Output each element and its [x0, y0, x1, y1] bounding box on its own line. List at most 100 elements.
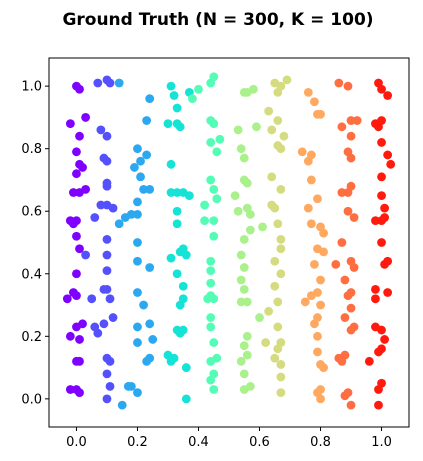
data-point [145, 353, 155, 363]
data-point [166, 188, 176, 197]
data-point [374, 400, 383, 410]
x-tick-label: 0.4 [188, 435, 209, 450]
y-tick-label: 0.6 [21, 205, 42, 220]
data-point [163, 119, 173, 129]
data-point [267, 200, 277, 210]
data-point [276, 244, 286, 254]
data-point [184, 191, 194, 200]
data-point [209, 119, 219, 129]
data-point [239, 234, 249, 244]
data-point [276, 269, 286, 279]
data-point [377, 344, 386, 354]
data-point [215, 134, 225, 144]
data-point [105, 356, 115, 366]
data-point [239, 341, 249, 351]
data-point [209, 216, 219, 226]
data-point [377, 191, 386, 200]
data-point [242, 350, 252, 360]
data-point [383, 150, 393, 160]
data-point [313, 347, 322, 357]
data-point [187, 94, 197, 104]
data-point [352, 116, 362, 125]
data-point [72, 231, 81, 241]
data-point [258, 222, 267, 232]
data-point [133, 322, 142, 332]
data-point [337, 188, 347, 197]
data-point [276, 81, 286, 91]
data-point [236, 144, 246, 154]
data-point [377, 238, 386, 247]
data-point [334, 353, 344, 363]
data-point [313, 288, 322, 297]
data-point [102, 234, 112, 244]
data-point [166, 81, 176, 91]
data-point [313, 194, 322, 204]
data-point [139, 300, 148, 310]
data-point [239, 369, 249, 379]
data-point [212, 353, 222, 363]
data-point [233, 125, 243, 135]
data-point [142, 150, 152, 160]
data-point [267, 172, 277, 182]
data-point [102, 369, 112, 379]
data-point [145, 263, 155, 272]
data-point [206, 175, 216, 185]
data-point [380, 213, 389, 222]
points-layer [62, 72, 396, 410]
y-tick-label: 0.2 [21, 330, 42, 345]
data-point [346, 400, 356, 410]
data-point [62, 294, 72, 304]
data-point [276, 372, 286, 382]
data-point [65, 385, 75, 394]
data-point [252, 122, 261, 132]
data-point [105, 78, 115, 88]
data-point [383, 91, 393, 100]
y-tick-label: 0.4 [21, 267, 42, 282]
data-point [72, 169, 81, 179]
data-point [346, 131, 356, 141]
data-point [346, 303, 356, 313]
data-point [75, 131, 84, 141]
data-point [236, 250, 246, 260]
data-point [261, 338, 271, 347]
data-point [145, 94, 155, 104]
data-point [346, 153, 356, 163]
x-tick-label: 0.6 [249, 435, 270, 450]
data-point [181, 250, 191, 260]
data-point [209, 184, 219, 194]
data-point [273, 344, 283, 354]
data-point [133, 388, 142, 397]
data-point [242, 331, 252, 341]
data-point [108, 203, 118, 213]
data-point [209, 338, 219, 347]
data-point [380, 259, 389, 269]
data-point [310, 319, 319, 329]
data-point [75, 388, 84, 397]
data-point [273, 297, 283, 307]
data-point [133, 338, 142, 347]
data-point [114, 219, 124, 229]
data-point [270, 353, 280, 363]
data-point [276, 388, 286, 397]
data-point [69, 188, 78, 197]
data-point [81, 184, 91, 194]
data-point [316, 109, 325, 119]
data-point [72, 147, 81, 157]
data-point [273, 219, 283, 229]
data-point [117, 400, 127, 410]
data-point [209, 385, 219, 394]
data-point [126, 381, 136, 391]
data-point [102, 394, 112, 404]
data-point [377, 116, 386, 125]
data-point [377, 172, 386, 182]
data-point [264, 106, 274, 116]
data-point [276, 360, 286, 369]
data-point [316, 300, 325, 310]
data-point [87, 294, 97, 304]
data-point [75, 244, 84, 254]
x-tick-label: 0.0 [66, 435, 87, 450]
data-point [242, 178, 252, 188]
data-point [90, 213, 100, 222]
data-point [172, 269, 182, 279]
data-point [239, 385, 249, 394]
